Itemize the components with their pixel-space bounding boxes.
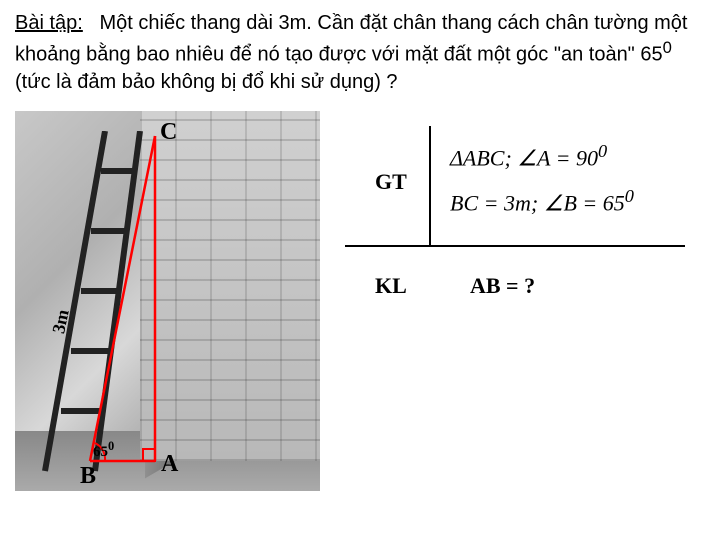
solution-area: GT KL ΔABC; ∠A = 900 BC = 3m; ∠B = 650 A… [345,111,705,491]
angle-sup: 0 [108,439,114,453]
diagram-area: C A B 3m 650 [15,111,320,491]
problem-sup: 0 [663,38,672,57]
problem-label: Bài tập: [15,12,83,34]
problem-statement: Bài tập: Một chiếc thang dài 3m. Cần đặt… [15,10,705,96]
problem-text-after: (tức là đảm bảo không bị đổ khi sử dụng)… [15,71,398,93]
angle-label: 650 [93,439,114,461]
triangle-svg [75,131,205,491]
given-1: ΔABC; ∠A = 900 [450,141,607,171]
problem-text-main: Một chiếc thang dài 3m. Cần đặt chân tha… [15,12,687,66]
angle-val: 65 [93,444,108,460]
gt-label: GT [375,169,407,195]
content-row: C A B 3m 650 GT KL ΔABC; ∠A = 900 BC = 3… [15,111,705,491]
kl-label: KL [375,273,407,299]
given-2: BC = 3m; ∠B = 650 [450,186,634,216]
find-text: AB = ? [470,273,535,299]
point-C-label: C [160,119,177,146]
point-B-label: B [80,463,96,490]
point-A-label: A [161,451,178,478]
